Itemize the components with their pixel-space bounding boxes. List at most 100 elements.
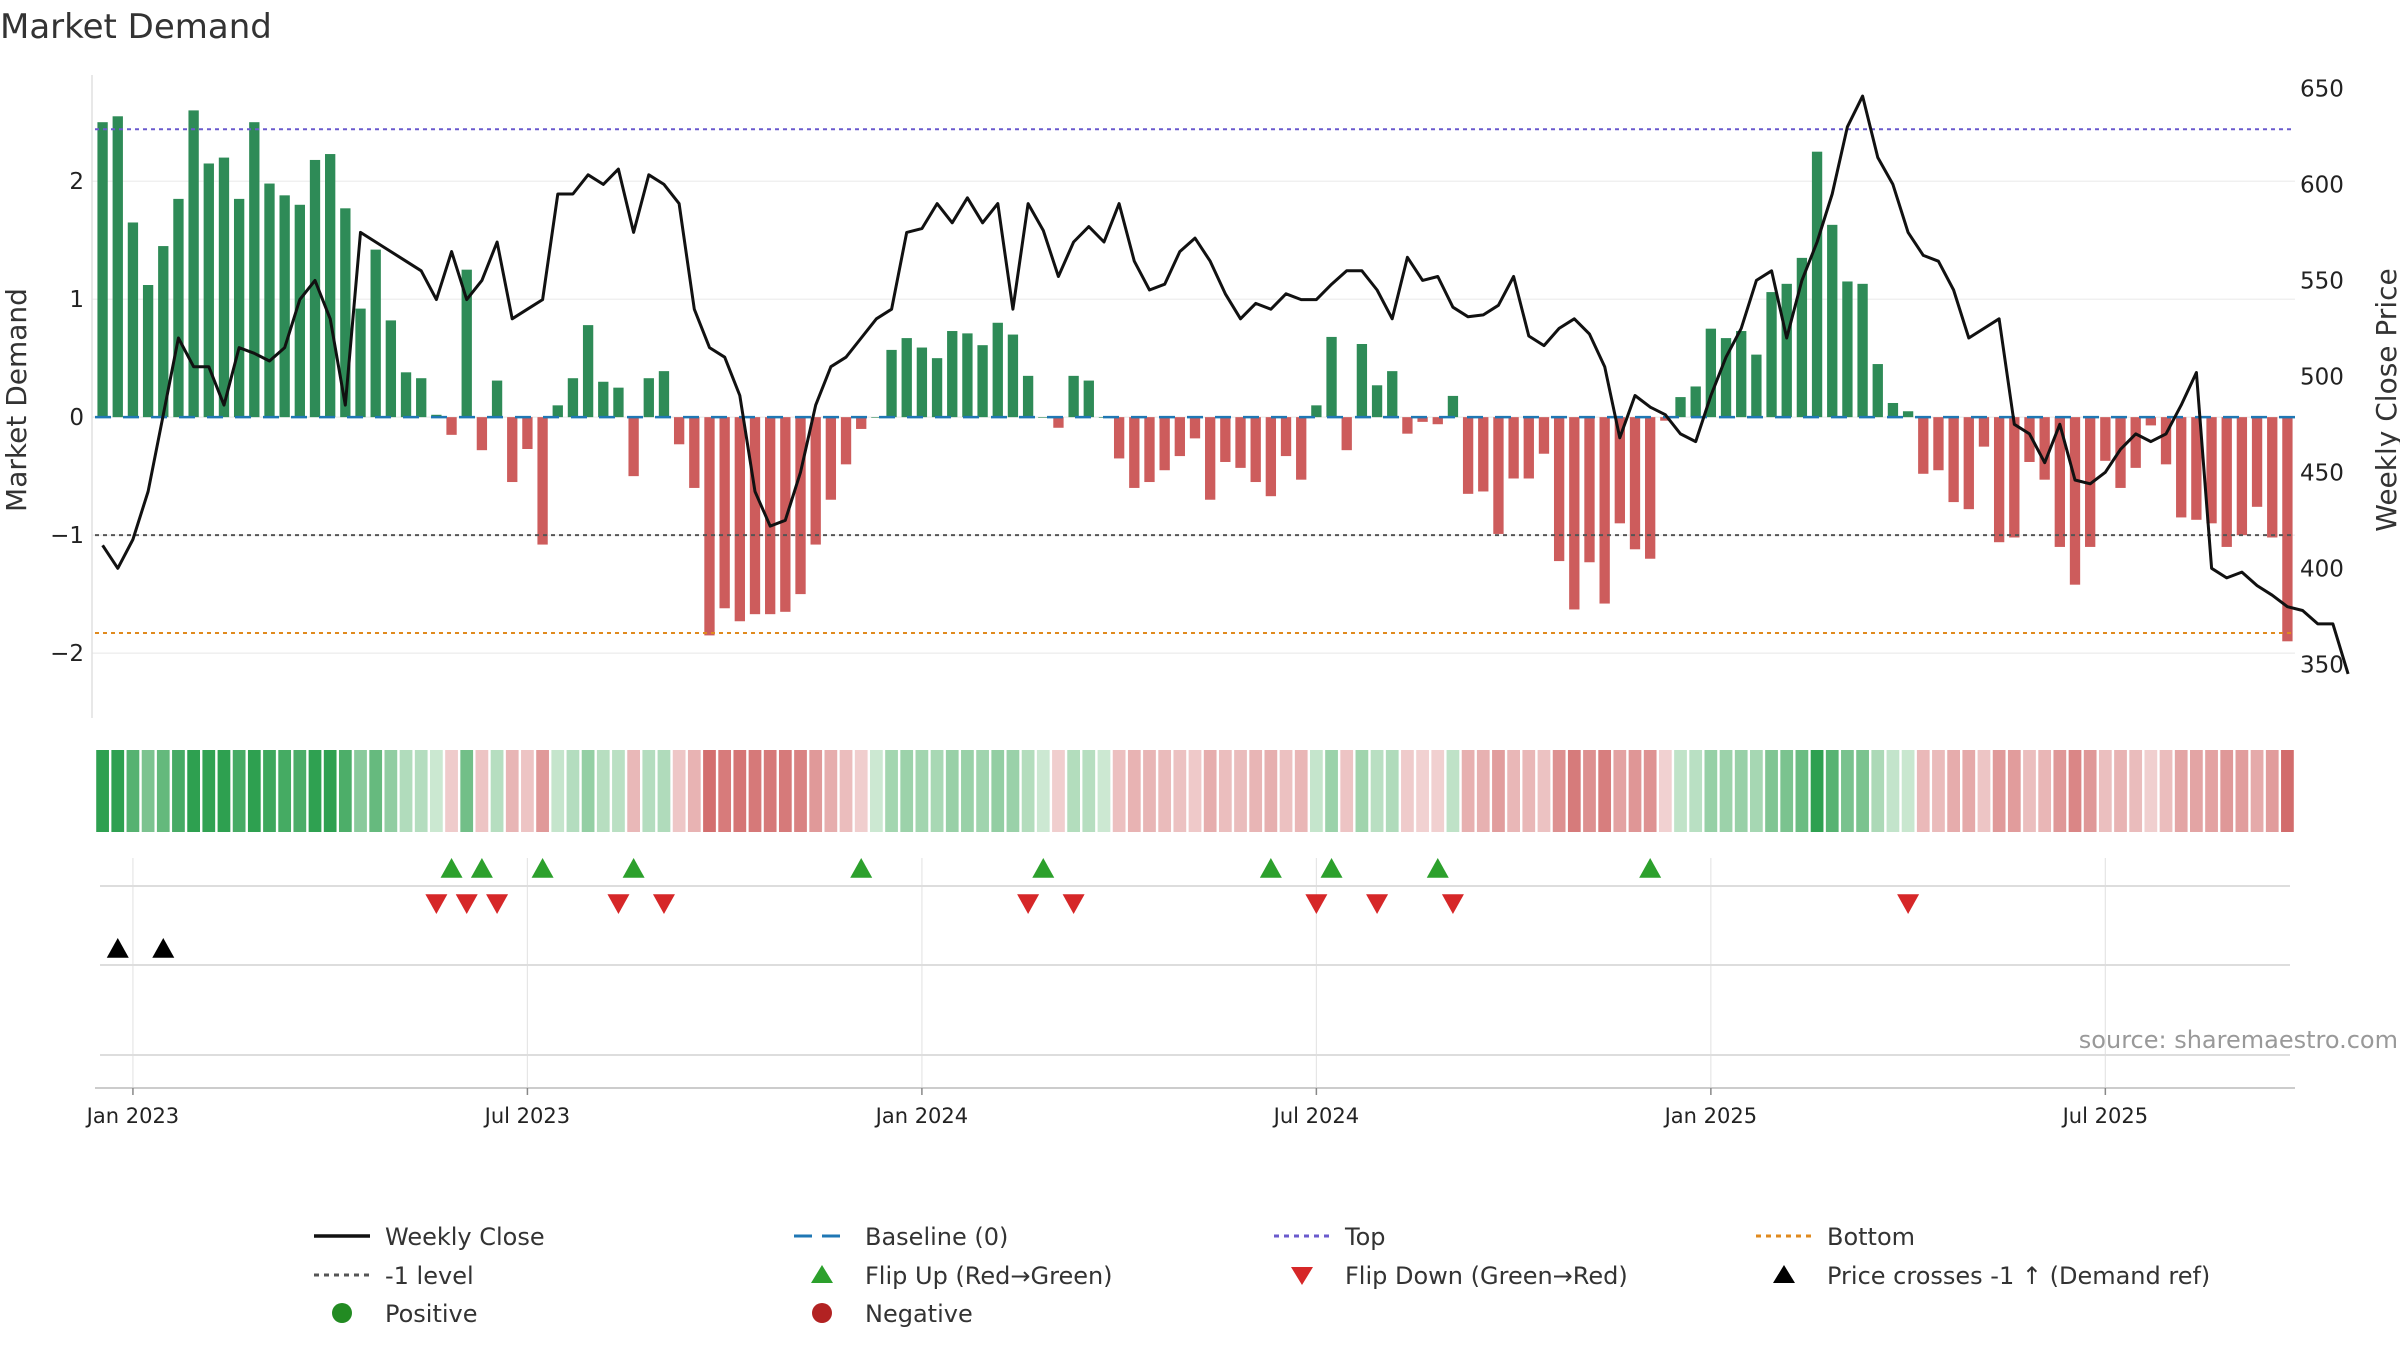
strip-cell [1992, 750, 2006, 832]
strip-cell [308, 750, 322, 832]
strip-cell [2114, 750, 2127, 832]
flip-down-marker [652, 894, 675, 914]
legend-label: Price crosses -1 ↑ (Demand ref) [1827, 1262, 2210, 1290]
flip-up-marker [440, 858, 463, 878]
strip-cell [1173, 750, 1187, 832]
demand-bar [1857, 283, 1868, 418]
demand-bar [173, 198, 184, 418]
strip-cell [733, 750, 747, 832]
chart-title: Market Demand [0, 7, 272, 47]
demand-bar [552, 405, 563, 418]
strip-cell [430, 750, 443, 832]
demand-bar [2206, 417, 2217, 524]
demand-bar [1902, 411, 1914, 418]
flip-down-marker [486, 894, 509, 914]
legend-label: Baseline (0) [865, 1223, 1008, 1251]
demand-bar [810, 417, 821, 545]
demand-bar [2009, 417, 2020, 538]
strip-cell [976, 750, 989, 832]
demand-bar [1235, 417, 1246, 468]
strip-cell [1127, 750, 1141, 832]
flip-down-marker [607, 894, 630, 914]
strip-cell [1750, 750, 1763, 832]
demand-bar [1690, 386, 1701, 418]
legend-label: Negative [865, 1300, 973, 1328]
strip-cell [338, 750, 352, 832]
strip-cell [1613, 750, 1627, 832]
demand-bar [1220, 417, 1231, 462]
flip-down-marker [1897, 894, 1920, 914]
strip-cell [839, 750, 853, 832]
strip-cell [247, 750, 261, 832]
demand-bar [1432, 417, 1443, 425]
strip-cell [1082, 750, 1096, 832]
strip-cell [1947, 750, 1960, 832]
strip-cell [2250, 750, 2264, 832]
demand-bar [233, 198, 245, 418]
legend-swatch-circle [812, 1303, 832, 1323]
strip-cell [1507, 750, 1520, 832]
strip-cell [1234, 750, 1247, 832]
demand-bar [1189, 417, 1201, 439]
strip-cell [2281, 750, 2294, 832]
y2-tick-label: 500 [2300, 364, 2344, 390]
demand-bar [704, 417, 715, 636]
strip-cell [870, 750, 883, 832]
demand-bar [1038, 417, 1049, 418]
demand-bar [1599, 417, 1610, 604]
demand-bar [1827, 224, 1838, 418]
strip-cell [1962, 750, 1976, 832]
demand-bar [795, 417, 806, 595]
demand-bar [613, 387, 624, 418]
demand-bar [1113, 417, 1125, 459]
strip-cell [2007, 750, 2021, 832]
demand-bar [931, 358, 943, 418]
demand-bar [1796, 257, 1808, 418]
flip-down-marker [425, 894, 448, 914]
strip-cell [1036, 750, 1050, 832]
demand-bar [780, 417, 791, 612]
strip-cell [1264, 750, 1278, 832]
demand-bar [2100, 417, 2111, 461]
flip-down-marker [1441, 894, 1464, 914]
strip-cell [1097, 750, 1111, 832]
flip-down-marker [1017, 894, 1040, 914]
strip-cell [703, 750, 716, 832]
strip-cell [2220, 750, 2234, 832]
demand-bar [1751, 354, 1762, 418]
strip-cell [384, 750, 398, 832]
y2-tick-label: 350 [2300, 652, 2344, 678]
demand-bar [1144, 417, 1155, 483]
x-tick-label: Jul 2023 [483, 1104, 570, 1128]
strip-cell [687, 750, 701, 832]
y2-axis-title: Weekly Close Price [2370, 268, 2400, 531]
strip-cell [1583, 750, 1596, 832]
strip-cell [278, 750, 292, 832]
strip-cell [1719, 750, 1733, 832]
strip-cell [293, 750, 307, 832]
strip-cell [445, 750, 458, 832]
demand-bar [765, 417, 776, 615]
demand-bar [719, 417, 730, 609]
demand-bar [309, 159, 321, 418]
demand-bar [582, 325, 594, 418]
demand-bar [537, 417, 548, 545]
strip-cell [1158, 750, 1172, 832]
legend-swatch-triangle-up [811, 1265, 833, 1283]
x-tick-label: Jan 2025 [1663, 1104, 1758, 1128]
strip-cell [536, 750, 549, 832]
demand-bar [1174, 417, 1185, 457]
demand-bar [158, 246, 169, 418]
legend-swatch-triangle-down [1291, 1267, 1313, 1285]
y2-tick-label: 400 [2300, 556, 2344, 582]
strip-cell [1552, 750, 1566, 832]
demand-bar [1417, 417, 1428, 422]
strip-cell [2023, 750, 2036, 832]
strip-cell [657, 750, 671, 832]
strip-cell [460, 750, 474, 832]
demand-bar [1553, 417, 1565, 562]
demand-bar [416, 378, 427, 418]
demand-bar [1493, 417, 1504, 534]
strip-cell [627, 750, 640, 832]
demand-bar [1948, 417, 1959, 503]
